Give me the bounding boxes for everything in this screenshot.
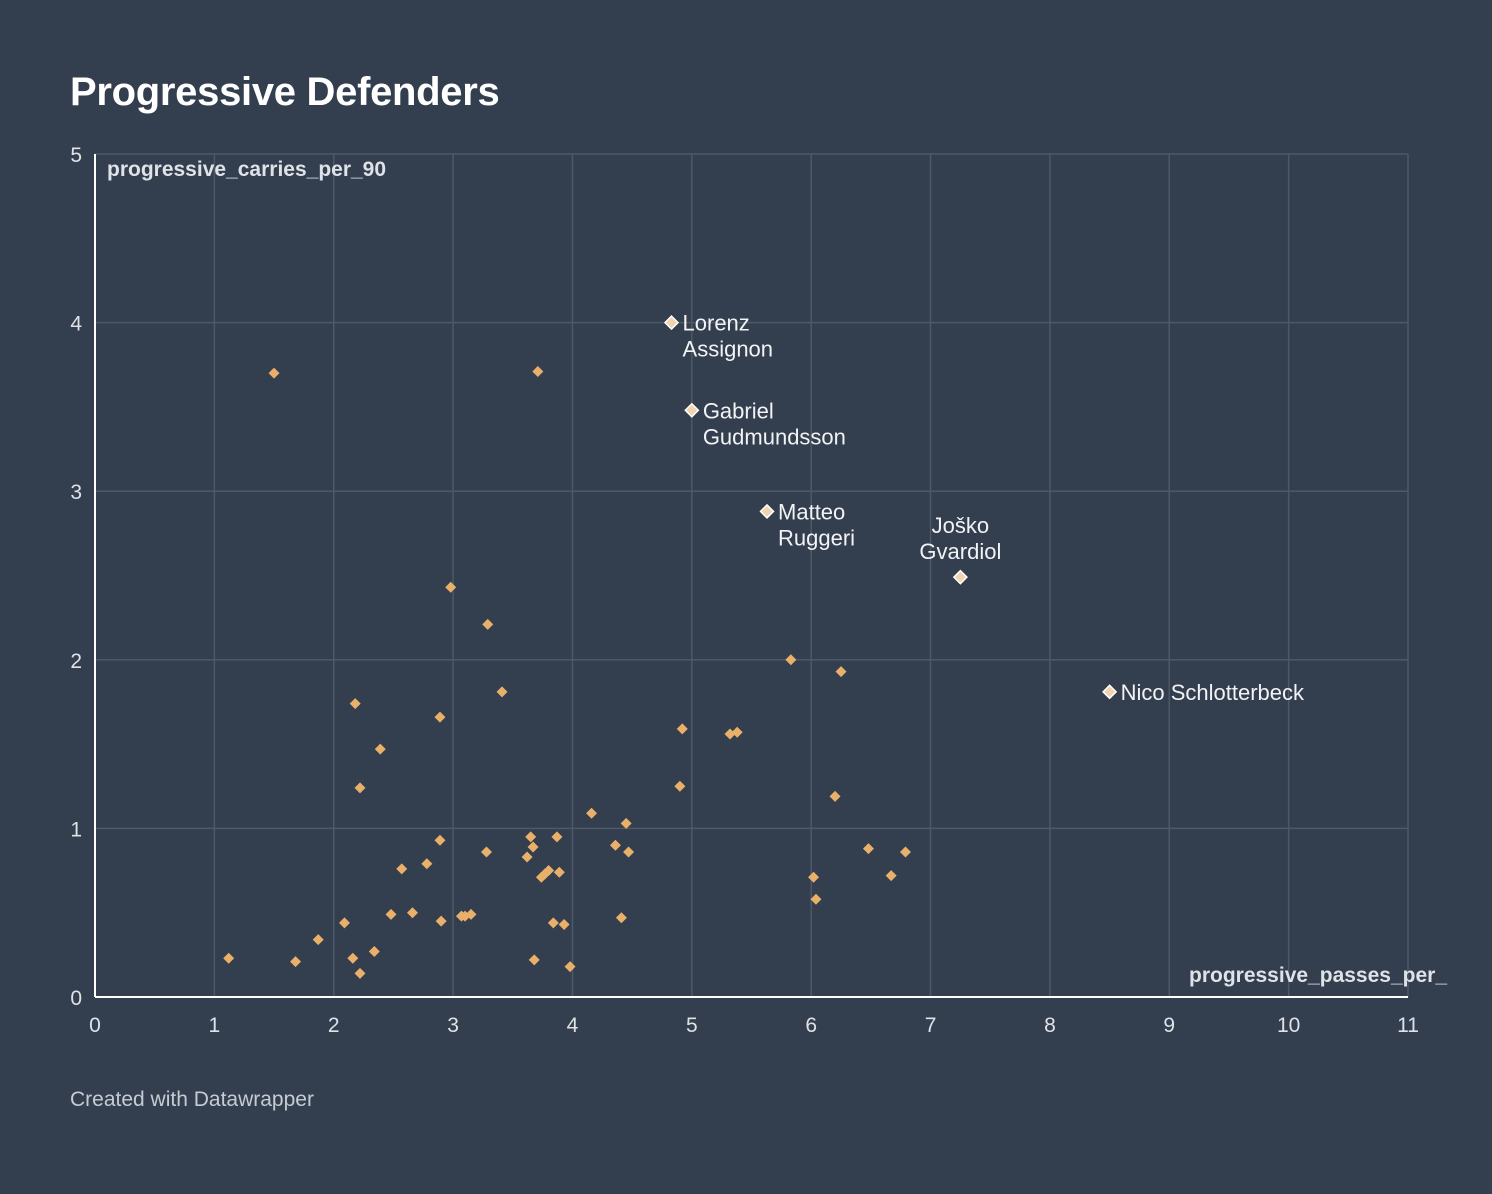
scatter-point bbox=[785, 654, 797, 666]
scatter-point bbox=[564, 961, 576, 973]
y-tick-label: 0 bbox=[70, 987, 82, 1010]
x-tick-label: 4 bbox=[567, 1014, 579, 1037]
point-label: Assignon bbox=[683, 337, 774, 362]
scatter-point bbox=[312, 934, 324, 946]
scatter-point bbox=[543, 865, 555, 877]
scatter-point bbox=[496, 686, 508, 698]
scatter-point bbox=[731, 726, 743, 738]
scatter-point bbox=[676, 723, 688, 735]
highlighted-point bbox=[952, 569, 968, 585]
x-tick-label: 10 bbox=[1277, 1014, 1300, 1037]
point-label: Gabriel bbox=[703, 398, 774, 423]
scatter-point bbox=[338, 917, 350, 929]
x-tick-label: 8 bbox=[1044, 1014, 1056, 1037]
scatter-point bbox=[481, 846, 493, 858]
scatter-point bbox=[354, 782, 366, 794]
x-tick-label: 11 bbox=[1397, 1014, 1419, 1037]
scatter-point bbox=[810, 893, 822, 905]
axis-layer: 0 1 2 3 4 5 6 7 8 9 10 11 0 1 2 3 4 5 bbox=[70, 144, 1419, 1037]
scatter-point bbox=[290, 956, 302, 968]
y-tick-label: 4 bbox=[70, 313, 82, 336]
scatter-point bbox=[551, 831, 563, 843]
scatter-point bbox=[525, 831, 537, 843]
scatter-point bbox=[558, 919, 570, 931]
scatter-point bbox=[547, 917, 559, 929]
scatter-point bbox=[347, 952, 359, 964]
x-tick-label: 2 bbox=[328, 1014, 340, 1037]
scatter-point bbox=[862, 843, 874, 855]
scatter-point bbox=[368, 945, 380, 957]
x-tick-label: 0 bbox=[89, 1014, 101, 1037]
scatter-point bbox=[223, 952, 235, 964]
point-label: Nico Schlotterbeck bbox=[1121, 680, 1305, 705]
footer-credit: Created with Datawrapper bbox=[70, 1088, 314, 1111]
scatter-point bbox=[609, 839, 621, 851]
scatter-point bbox=[899, 846, 911, 858]
scatter-point bbox=[434, 834, 446, 846]
scatter-point bbox=[829, 790, 841, 802]
scatter-point bbox=[623, 846, 635, 858]
point-label: Gvardiol bbox=[919, 539, 1001, 564]
highlighted-point bbox=[759, 503, 775, 519]
scatter-point bbox=[527, 841, 539, 853]
scatter-point bbox=[885, 870, 897, 882]
x-tick-label: 6 bbox=[805, 1014, 817, 1037]
scatter-point bbox=[808, 871, 820, 883]
scatter-point bbox=[354, 967, 366, 979]
scatter-point bbox=[620, 817, 632, 829]
scatter-point bbox=[434, 711, 446, 723]
grid-layer bbox=[95, 153, 1409, 997]
scatter-point bbox=[482, 618, 494, 630]
x-tick-label: 1 bbox=[209, 1014, 221, 1037]
point-label: Matteo bbox=[778, 499, 845, 524]
x-tick-label: 9 bbox=[1163, 1014, 1175, 1037]
point-label: Joško bbox=[932, 513, 989, 538]
x-tick-label: 7 bbox=[925, 1014, 937, 1037]
x-tick-label: 3 bbox=[447, 1014, 459, 1037]
points-layer bbox=[223, 365, 911, 979]
point-label: Gudmundsson bbox=[703, 424, 846, 449]
scatter-point bbox=[445, 581, 457, 593]
scatter-point bbox=[835, 666, 847, 678]
scatter-point bbox=[385, 908, 397, 920]
point-label: Lorenz bbox=[683, 311, 750, 336]
y-axis-title: progressive_carries_per_90 bbox=[107, 158, 386, 181]
scatter-point bbox=[532, 365, 544, 377]
x-tick-label: 5 bbox=[686, 1014, 698, 1037]
y-tick-label: 3 bbox=[70, 481, 82, 504]
scatter-point bbox=[374, 743, 386, 755]
scatter-point bbox=[349, 698, 361, 710]
scatter-point bbox=[553, 866, 565, 878]
scatter-point bbox=[396, 863, 408, 875]
scatter-point bbox=[465, 908, 477, 920]
y-tick-label: 1 bbox=[70, 818, 82, 841]
chart-title: Progressive Defenders bbox=[70, 70, 500, 114]
scatter-point bbox=[615, 912, 627, 924]
highlighted-point bbox=[684, 402, 700, 418]
scatter-point bbox=[421, 858, 433, 870]
point-label: Ruggeri bbox=[778, 525, 855, 550]
x-axis-title: progressive_passes_per_ bbox=[1189, 964, 1447, 987]
scatter-point bbox=[521, 851, 533, 863]
scatter-point bbox=[407, 907, 419, 919]
scatter-point bbox=[674, 780, 686, 792]
y-tick-label: 2 bbox=[70, 650, 82, 673]
highlighted-point bbox=[663, 315, 680, 331]
scatter-point bbox=[586, 807, 598, 819]
scatter-point bbox=[528, 954, 540, 966]
y-tick-label: 5 bbox=[70, 144, 82, 167]
scatter-point bbox=[435, 915, 447, 927]
scatter-point bbox=[268, 367, 280, 379]
highlighted-point bbox=[1102, 684, 1118, 700]
